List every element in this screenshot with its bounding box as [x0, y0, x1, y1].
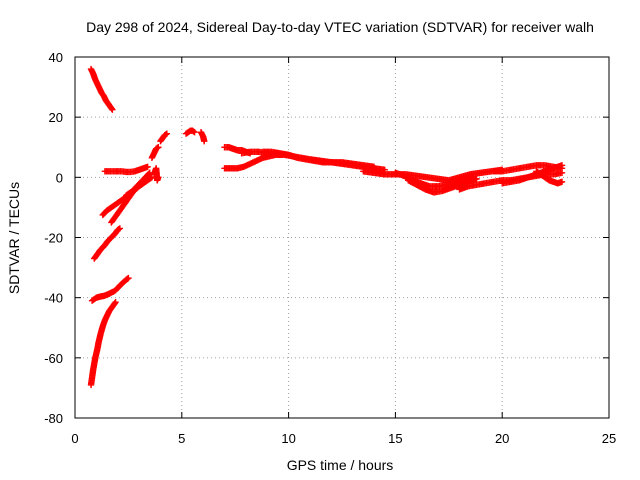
y-tick-label: 20: [49, 110, 63, 125]
series-arc-6: [101, 163, 151, 176]
data-point: [147, 174, 155, 182]
series-arc-11: [157, 130, 171, 145]
series-arc-9: [150, 165, 162, 184]
series-arc-21: [456, 169, 566, 193]
y-tick-label: 40: [49, 50, 63, 65]
data-point: [155, 174, 162, 181]
series-arc-12: [182, 127, 198, 137]
data-points: [87, 65, 566, 389]
data-point: [112, 298, 119, 306]
axis-ticks: 0 5 10 15 20 25 -80 -60 -40 -20 0 20 40: [44, 50, 616, 446]
y-tick-label: -60: [44, 351, 63, 366]
data-point: [163, 130, 171, 137]
series-arc-1: [87, 65, 116, 113]
data-point: [108, 105, 115, 112]
x-axis-label: GPS time / hours: [287, 457, 394, 473]
series-arc-20: [405, 175, 480, 196]
y-tick-label: -40: [44, 291, 63, 306]
x-tick-label: 10: [281, 431, 295, 446]
y-tick-label: 0: [56, 170, 63, 185]
data-point: [124, 275, 131, 283]
data-point: [190, 128, 197, 135]
data-point: [155, 144, 162, 151]
y-tick-label: -80: [44, 411, 63, 426]
x-tick-label: 25: [602, 431, 616, 446]
x-tick-label: 20: [495, 431, 509, 446]
data-point: [162, 131, 169, 138]
series-arc-8: [123, 174, 156, 199]
series-arc-15: [221, 151, 286, 172]
series-arc-24: [533, 168, 566, 187]
data-point: [154, 144, 161, 152]
series-arc-13: [197, 129, 208, 145]
x-tick-label: 15: [388, 431, 402, 446]
series-arc-3: [88, 274, 132, 304]
series-arc-4: [91, 225, 124, 262]
data-point: [109, 106, 116, 113]
data-point: [473, 175, 480, 183]
plot-frame: [74, 56, 610, 419]
series-arc-2: [87, 298, 119, 389]
y-axis-label: SDTVAR / TECUs: [6, 182, 22, 294]
y-tick-label: -20: [44, 231, 63, 246]
grid: [75, 57, 609, 418]
x-tick-label: 0: [71, 431, 78, 446]
data-point: [191, 129, 198, 136]
data-point: [144, 163, 151, 171]
series-arc-17: [259, 148, 388, 174]
series-arc-10: [148, 144, 162, 161]
data-point: [558, 162, 566, 169]
data-point: [111, 299, 119, 307]
data-point: [201, 138, 208, 145]
data-point: [125, 274, 132, 282]
data-point: [116, 225, 124, 232]
data-point: [115, 226, 122, 233]
x-tick-label: 5: [178, 431, 185, 446]
series-arc-22: [490, 162, 566, 175]
data-point: [558, 178, 566, 186]
chart-title: Day 298 of 2024, Sidereal Day-to-day VTE…: [86, 19, 594, 35]
